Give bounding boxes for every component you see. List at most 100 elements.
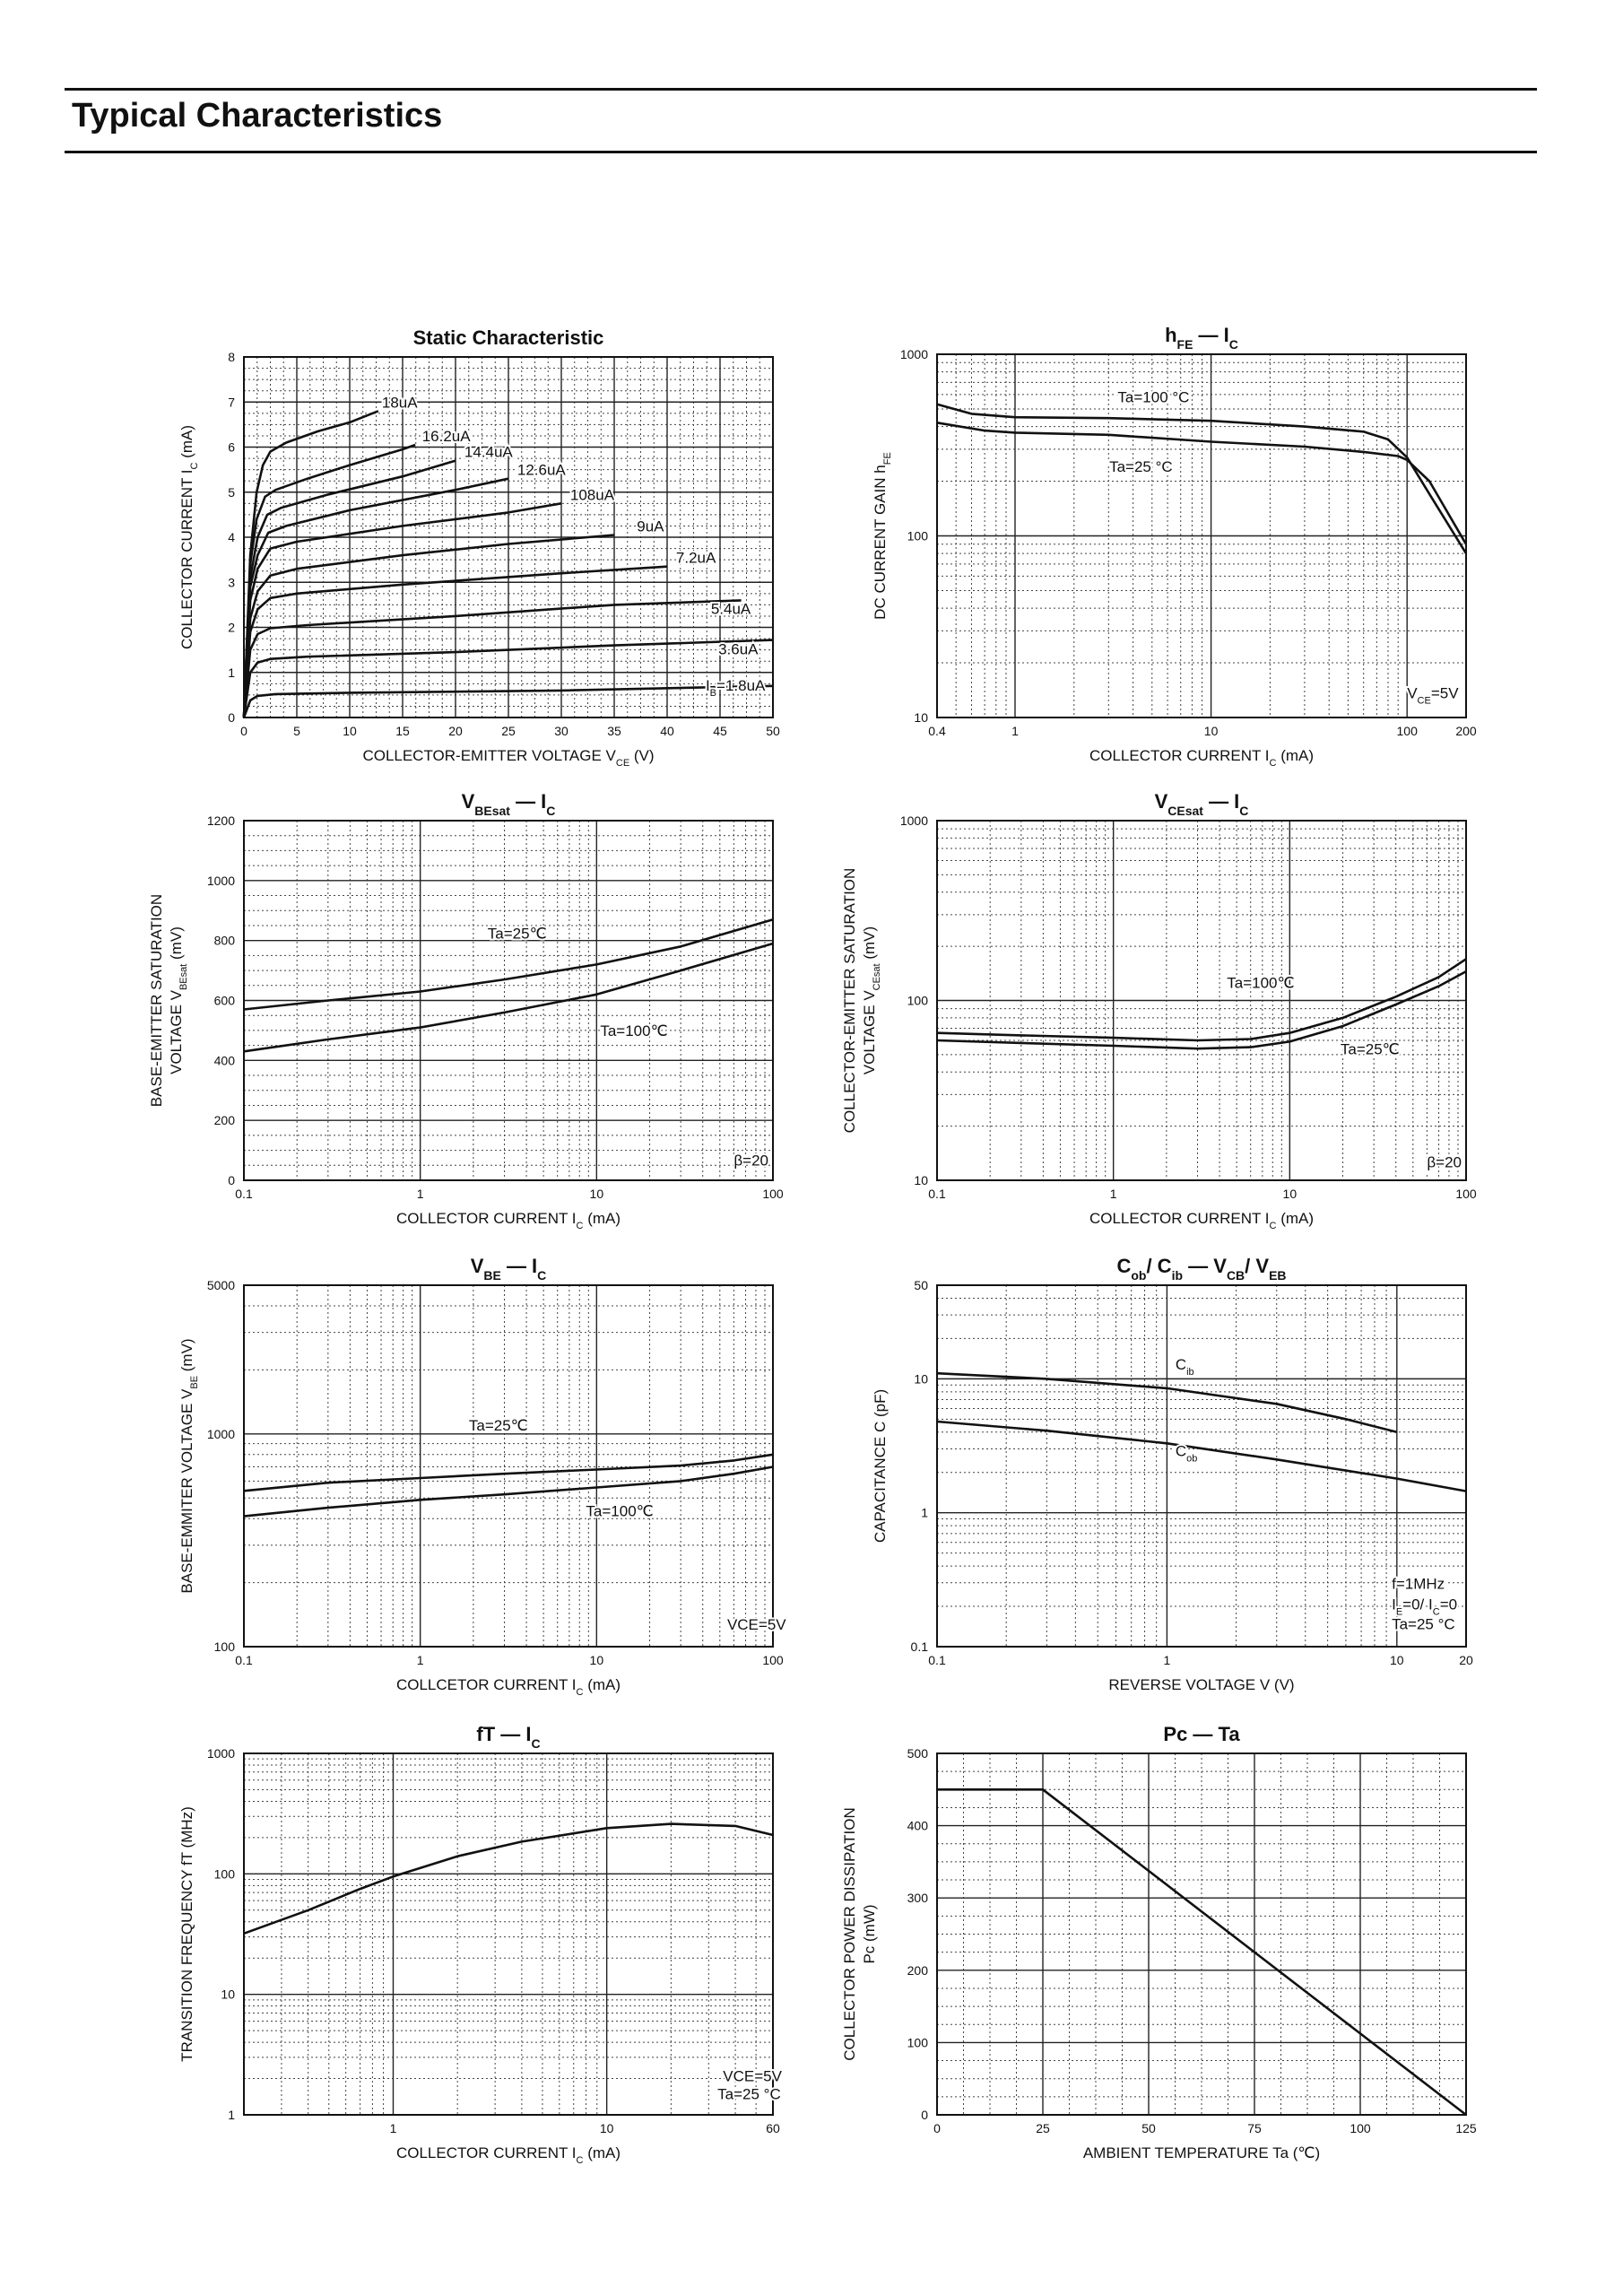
y-tick-label: 10	[914, 1173, 928, 1187]
y-tick-label: 10	[914, 710, 928, 725]
x-tick-label: 1	[1164, 1653, 1171, 1667]
y-tick-label: 100	[907, 529, 929, 544]
text-part: ib	[1172, 1268, 1183, 1283]
x-tick-label: 0.1	[928, 1187, 946, 1201]
y-tick-label: 0	[228, 1173, 235, 1187]
y-tick-label: 1	[228, 2108, 235, 2122]
text-part: C	[546, 804, 555, 818]
text-part: CAPACITANCE C (pF)	[872, 1389, 889, 1543]
text-part: COLLECTOR-EMITTER VOLTAGE V	[362, 747, 616, 764]
minor-grid	[244, 1753, 773, 2115]
text-part: BEsat	[178, 964, 189, 990]
text-part: COLLECTOR POWER DISSIPATION	[841, 1807, 858, 2060]
x-tick-label: 40	[660, 724, 674, 738]
y-axis-label-line2: VOLTAGE VCEsat (mV)	[861, 926, 882, 1074]
series-label: Cib	[1176, 1356, 1194, 1378]
text-part: 12.6uA	[517, 462, 567, 479]
text-part: 5.4uA	[711, 600, 751, 617]
text-part: BASE-EMITTER SATURATION	[148, 894, 165, 1107]
text-part: REVERSE VOLTAGE V (V)	[1108, 1676, 1294, 1693]
y-axis-label-line2: VOLTAGE VBEsat (mV)	[168, 926, 189, 1074]
text-part: fT	[476, 1723, 495, 1745]
text-part: CB	[1227, 1268, 1245, 1283]
x-tick-label: 10	[1390, 1653, 1404, 1667]
chart-7: 0 25 50 75 100 125 0 100 200 300 400 500 Pc — Ta AMBI…	[841, 1723, 1477, 2161]
text-part: 7.2uA	[676, 550, 716, 567]
series-label: 9uA	[637, 517, 664, 535]
x-axis-label: COLLECTOR CURRENT IC (mA)	[1089, 747, 1314, 769]
series-label: Ta=25℃	[1341, 1040, 1400, 1057]
text-part: BASE-EMMITER VOLTAGE V	[178, 1388, 195, 1594]
y-tick-label: 10	[221, 1987, 235, 2002]
series-line	[936, 958, 1467, 1042]
chart-annotation: IE=0/ IC=0	[1392, 1596, 1457, 1617]
plot-frame	[243, 1752, 774, 2116]
text-part: VOLTAGE V	[168, 989, 185, 1074]
x-tick-label: 0.1	[235, 1187, 253, 1201]
text-part: FE	[1177, 337, 1193, 352]
x-tick-label: 100	[1350, 2121, 1371, 2135]
x-tick-label: 20	[1459, 1653, 1473, 1667]
x-tick-label: 35	[607, 724, 621, 738]
x-tick-label: 50	[1141, 2121, 1156, 2135]
series-label: Ta=100 °C	[1117, 389, 1189, 406]
text-part: DC CURRENT GAIN h	[872, 465, 889, 620]
y-axis-label: DC CURRENT GAIN hFE	[872, 452, 893, 620]
text-part: TRANSITION FREQUENCY fT (MHz)	[178, 1806, 195, 2062]
series-label: Ta=100℃	[1227, 975, 1294, 992]
text-part: Ta	[1219, 1723, 1241, 1745]
text-part: COLLECTOR CURRENT I	[1089, 1210, 1270, 1227]
series-label: Ta=25℃	[488, 925, 547, 942]
text-part: (mA)	[1276, 1210, 1314, 1227]
text-part: BE	[189, 1376, 200, 1389]
x-tick-label: 100	[1455, 1187, 1477, 1201]
text-part: Ta=100℃	[600, 1022, 667, 1039]
text-part: COLLECTOR CURRENT I	[396, 1210, 577, 1227]
chart-4: 0.1 1 10 100 100 1000 5000 Ta=25℃ Ta=100℃ VCE=5V V…	[178, 1255, 788, 1698]
text-part: C	[1239, 804, 1248, 818]
chart-title: VCEsat — IC	[1155, 790, 1249, 818]
x-tick-label: 0.1	[235, 1653, 253, 1667]
y-tick-label: 5	[228, 485, 235, 500]
y-tick-label: 0.1	[911, 1639, 929, 1654]
text-part: V	[462, 790, 475, 813]
chart-title: Static Characteristic	[413, 326, 604, 349]
x-tick-label: 0.4	[928, 724, 946, 738]
series-line	[242, 534, 615, 718]
y-tick-label: 7	[228, 395, 235, 409]
text-part: CE	[1418, 695, 1431, 706]
title-rule	[65, 151, 1537, 153]
text-part: 3.6uA	[718, 641, 759, 658]
y-tick-label: 400	[907, 1819, 929, 1833]
text-part: C	[577, 1687, 584, 1698]
text-part: 9uA	[637, 517, 664, 535]
plot-frame	[936, 353, 1467, 718]
x-tick-label: 25	[1036, 2121, 1050, 2135]
minor-grid	[937, 354, 1466, 718]
series-label: IB=1.8uA	[706, 677, 766, 699]
x-tick-label: 1	[1011, 724, 1019, 738]
x-axis-label: COLLCETOR CURRENT IC (mA)	[396, 1676, 621, 1698]
series-line	[242, 639, 774, 718]
text-part: C	[189, 462, 200, 469]
series-line	[242, 684, 774, 718]
text-part: Ta=100 °C	[1117, 389, 1189, 406]
x-tick-label: 100	[1397, 724, 1419, 738]
y-tick-label: 1200	[207, 813, 235, 828]
text-part: — I	[501, 1255, 537, 1277]
text-part: / V	[1245, 1255, 1269, 1277]
y-tick-label: 1000	[900, 813, 928, 828]
page-title: Typical Characteristics	[72, 97, 443, 135]
chart-3: 0.1 1 10 100101001000Ta=100℃Ta=25℃β=20VCEsa…	[841, 790, 1477, 1231]
series-line	[242, 477, 509, 718]
x-tick-label: 0	[240, 724, 247, 738]
text-part: C	[1176, 1356, 1186, 1373]
y-tick-label: 500	[907, 1746, 929, 1761]
text-part: ib	[1186, 1367, 1194, 1378]
x-tick-label: 10	[343, 724, 357, 738]
text-part: (V)	[629, 747, 654, 764]
text-part: EB	[1269, 1268, 1286, 1283]
y-tick-label: 8	[228, 350, 235, 364]
y-tick-label: 1000	[900, 347, 928, 361]
text-part: V	[471, 1255, 484, 1277]
